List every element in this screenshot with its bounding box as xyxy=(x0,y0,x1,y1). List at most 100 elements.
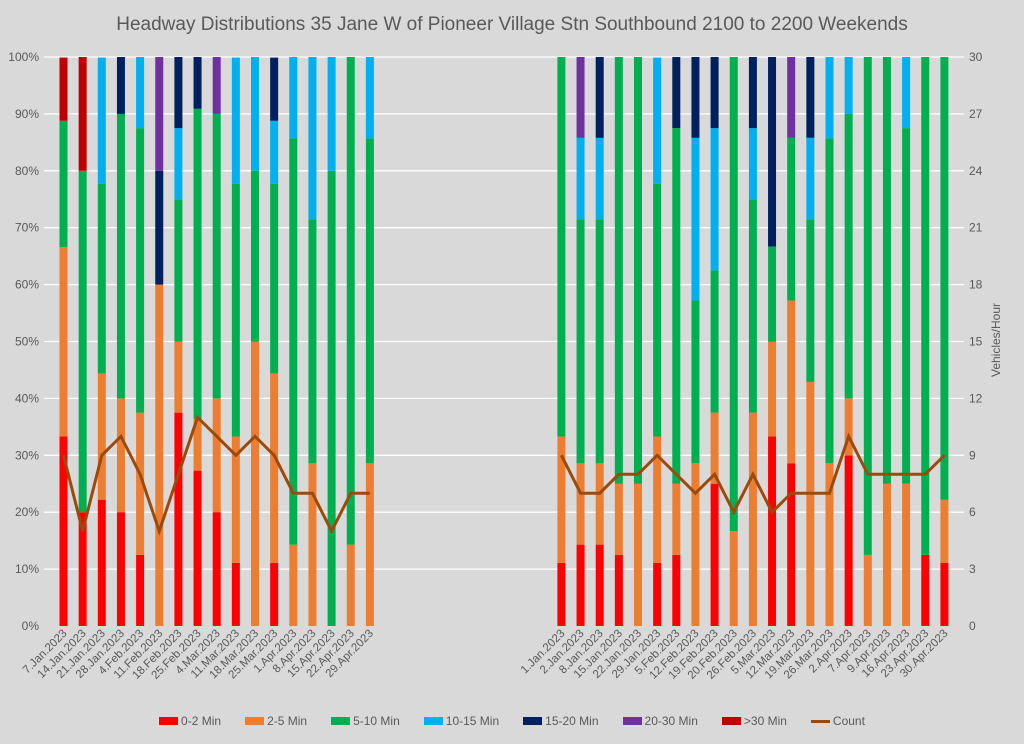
legend-swatch xyxy=(331,717,351,725)
y-tick-right: 15 xyxy=(969,335,983,349)
bar-segment-2-5-min xyxy=(844,398,853,456)
legend-label: 2-5 Min xyxy=(267,714,308,728)
bar-segment-5-10-min xyxy=(346,57,355,545)
y-tick-left: 0% xyxy=(22,619,40,633)
bar-segment-0-2-min xyxy=(940,562,949,626)
bar-segment-15-20-min xyxy=(672,57,681,129)
bar-segment-5-10-min xyxy=(882,57,891,484)
bar-segment-5-10-min xyxy=(327,170,336,627)
bar-segment--30-min xyxy=(59,57,68,121)
bar-segment-5-10-min xyxy=(729,57,738,531)
bar-segment-2-5-min xyxy=(212,398,221,513)
bar-segment-5-10-min xyxy=(825,138,834,464)
legend-swatch xyxy=(810,719,830,723)
bar-segment-10-15-min xyxy=(748,128,757,200)
bar-segment-5-10-min xyxy=(710,270,719,413)
bar-segment--30-min xyxy=(78,57,87,171)
bar-segment-2-5-min xyxy=(825,463,834,626)
bar-segment-0-2-min xyxy=(557,562,566,626)
bar-segment-2-5-min xyxy=(308,463,317,626)
bar-segment-5-10-min xyxy=(672,128,681,484)
y-axis-right: 0 3 6 9 12 15 18 21 24 27 30 xyxy=(969,50,983,633)
y-tick-right: 12 xyxy=(969,391,983,405)
legend-label: 20-30 Min xyxy=(644,714,698,728)
bar-segment-15-20-min xyxy=(710,57,719,129)
bar-segment-5-10-min xyxy=(78,170,87,513)
bar-segment-5-10-min xyxy=(289,138,298,545)
bar-segment-0-2-min xyxy=(59,436,68,626)
bar-segment-10-15-min xyxy=(653,57,662,184)
bar-segment-2-5-min xyxy=(710,412,719,484)
bar-segment-5-10-min xyxy=(557,57,566,437)
bar-segment-20-30-min xyxy=(576,57,585,138)
bar-segment-5-10-min xyxy=(634,57,642,484)
legend-item: 0-2 Min xyxy=(159,714,221,728)
bar-segment-5-10-min xyxy=(97,183,106,374)
legend-swatch xyxy=(159,717,179,725)
bar-segment-2-5-min xyxy=(614,483,623,555)
bar-segment-5-10-min xyxy=(691,300,700,464)
legend-label: 5-10 Min xyxy=(353,714,400,728)
bar-segment-10-15-min xyxy=(270,120,279,184)
y-tick-right: 30 xyxy=(969,50,983,64)
legend-item: 15-20 Min xyxy=(523,714,599,728)
bar-segment-0-2-min xyxy=(710,483,719,626)
y-tick-right: 24 xyxy=(969,164,983,178)
y-tick-left: 90% xyxy=(15,107,39,121)
count-lines xyxy=(62,414,946,536)
bar-segment-15-20-min xyxy=(270,57,279,121)
bar-segment-2-5-min xyxy=(365,463,374,626)
bar-segment-2-5-min xyxy=(595,463,604,545)
bar-segment-0-2-min xyxy=(212,512,221,626)
bar-segment-10-15-min xyxy=(576,137,585,220)
y-axis-left: 0% 10% 20% 30% 40% 50% 60% 70% 80% 90% 100% xyxy=(8,50,39,633)
bar-segment-5-10-min xyxy=(863,57,872,555)
bar-segment-5-10-min xyxy=(844,113,853,399)
bar-segment-2-5-min xyxy=(155,284,164,626)
bar-segment-15-20-min xyxy=(595,57,604,138)
bar-segment-2-5-min xyxy=(672,483,681,555)
bar-segment-10-15-min xyxy=(710,128,719,271)
y-tick-left: 60% xyxy=(15,278,39,292)
legend-label: 15-20 Min xyxy=(545,714,599,728)
bar-segment-0-2-min xyxy=(672,554,681,626)
bar-segment-5-10-min xyxy=(595,219,604,464)
bar-segment-2-5-min xyxy=(116,398,125,513)
bar-segment-10-15-min xyxy=(174,128,183,200)
bar-segment-0-2-min xyxy=(193,470,202,626)
bar-segment-2-5-min xyxy=(863,554,872,626)
y-axis-right-label: Vehicles/Hour xyxy=(989,303,1003,377)
bar-segment-0-2-min xyxy=(921,554,930,626)
legend-item: 5-10 Min xyxy=(331,714,400,728)
bar-segment-10-15-min xyxy=(308,57,317,220)
bar-segment-10-15-min xyxy=(902,57,911,129)
bar-segment-5-10-min xyxy=(614,57,623,484)
bar-segment-0-2-min xyxy=(231,562,240,626)
bar-segment-5-10-min xyxy=(251,170,259,342)
x-axis-labels: 7.Jan.202314.Jan.202321.Jan.202328.Jan.2… xyxy=(21,628,951,682)
bar-segment-20-30-min xyxy=(155,57,164,171)
bar-segment-5-10-min xyxy=(576,219,585,464)
y-tick-right: 21 xyxy=(969,221,983,235)
legend-item: 2-5 Min xyxy=(245,714,307,728)
bar-segment-5-10-min xyxy=(231,183,240,437)
bar-segment-2-5-min xyxy=(576,463,585,545)
bar-segment-10-15-min xyxy=(825,57,834,139)
bars xyxy=(59,57,949,627)
bar-segment-2-5-min xyxy=(653,436,662,563)
bar-segment-15-20-min xyxy=(806,57,815,138)
bar-segment-2-5-min xyxy=(634,483,642,626)
bar-segment-5-10-min xyxy=(59,120,68,248)
bar-segment-5-10-min xyxy=(902,128,911,484)
bar-segment-0-2-min xyxy=(270,562,279,626)
bar-segment-2-5-min xyxy=(768,341,777,437)
y-tick-left: 100% xyxy=(8,50,39,64)
bar-segment-15-20-min xyxy=(691,57,700,138)
legend-item: 20-30 Min xyxy=(622,714,698,728)
bar-segment-2-5-min xyxy=(806,381,815,626)
bar-segment-2-5-min xyxy=(787,300,796,464)
y-tick-left: 10% xyxy=(15,562,39,576)
bar-segment-15-20-min xyxy=(768,57,777,247)
bar-segment-5-10-min xyxy=(787,137,796,301)
bar-segment-5-10-min xyxy=(193,108,202,419)
